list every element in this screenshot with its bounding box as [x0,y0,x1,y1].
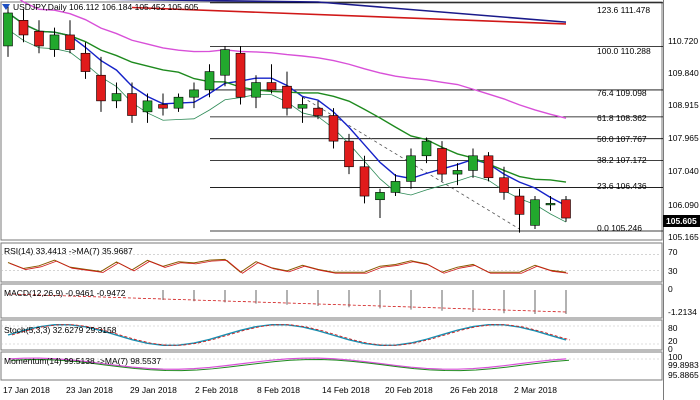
candle-body [34,30,44,47]
candle-body [158,104,168,109]
candle-body [328,115,339,142]
fib-level-label: 38.2 107.172 [597,155,647,165]
pane-frame [0,1,663,241]
candle-body [266,82,277,91]
price-tick: 105.165 [668,232,699,242]
candle-body [313,107,323,116]
date-tick: 17 Jan 2018 [3,385,50,395]
stoch-title: Stoch(5,3,3) 32.6279 29.3158 [4,325,117,335]
rsi-ma-line [9,259,569,274]
candle-body [96,74,106,102]
candle-body [142,100,153,113]
candle-body [282,85,292,109]
fib-level-label: 61.8 108.362 [597,113,647,123]
candle-body [127,93,137,116]
candle-body [437,148,447,175]
momentum-ma-line [10,359,570,372]
price-tick: 108.915 [668,100,699,110]
ma-long-navy-line [104,0,567,23]
macd-axis-tick: -1.2134 [668,307,697,317]
pane-frame [0,351,663,381]
fib-level-label: 123.6 111.478 [597,5,651,15]
price-tick: 106.090 [668,200,699,210]
momentum-axis-tick: 100 [668,352,683,362]
current-price-badge: 105.605 [663,215,700,227]
date-tick: 14 Feb 2018 [322,385,370,395]
candle-body [344,140,354,168]
candle-body [483,155,494,179]
macd-axis-tick: 0 [668,284,673,294]
date-tick: 20 Feb 2018 [385,385,433,395]
date-tick: 8 Feb 2018 [257,385,301,395]
candle-body [251,82,261,98]
candle-body [530,199,540,226]
date-tick: 29 Jan 2018 [130,385,177,395]
ma-envelope-line [7,29,567,223]
rsi-title: RSI(14) 33.4413 ->MA(7) 35.9687 [4,246,133,256]
chart-canvas[interactable] [0,0,663,400]
candle-body [421,140,432,157]
fib-level-label: 23.6 106.436 [597,181,647,191]
candle-body [390,181,401,193]
candle-body [235,52,246,98]
candle-body [468,155,478,171]
fib-level-label: 50.0 107.767 [597,134,647,144]
candle-body [3,12,13,47]
rsi-axis-tick: 70 [668,247,678,257]
price-tick: 109.840 [668,68,699,78]
ma-long-red-line [131,6,567,25]
candle-body [49,34,60,50]
candle-body [80,52,91,72]
date-tick: 2 Feb 2018 [195,385,239,395]
pane-frame [0,242,663,283]
momentum-axis-tick: 95.8865 [668,370,699,380]
candle-body [375,192,385,201]
chart-header: USDJPY,Daily 106.112 106.184 105.452 105… [2,2,198,12]
candle-body [561,199,571,219]
candle-body [359,166,370,197]
stoch-axis-tick: 80 [668,323,678,333]
momentum-axis-tick: 99.8983 [668,360,699,370]
date-tick: 2 Mar 2018 [514,385,557,395]
candle-body [297,104,308,109]
stoch-signal-line [11,324,571,346]
ma-slow-line [19,0,567,119]
candle-body [204,71,215,91]
stoch-axis-tick: 20 [668,336,678,346]
macd-title: MACD(12,26,9) -0.9461 -0.9472 [4,288,126,298]
stoch-axis-tick: 0 [668,344,673,354]
macd-signal-line [7,293,567,313]
candle-body [220,49,230,76]
date-tick: 23 Jan 2018 [66,385,113,395]
candle-body [499,177,509,193]
candle-body [173,96,184,109]
price-tick: 110.720 [668,36,699,46]
candle-body [111,93,122,102]
momentum-line [7,357,567,370]
candle-body [545,203,556,206]
fib-level-label: 76.4 109.098 [597,88,647,98]
candle-body [189,89,199,98]
fib-level-label: 100.0 110.288 [597,46,651,56]
pane-frame [0,319,663,351]
symbol-dropdown-icon[interactable] [2,4,10,10]
candle-body [452,170,463,175]
candle-body [406,155,416,182]
price-tick: 107.965 [668,133,699,143]
candle-body [65,34,75,50]
price-axis[interactable] [663,0,700,400]
date-tick: 26 Feb 2018 [450,385,498,395]
candle-body [514,195,525,215]
pane-frame [0,283,663,319]
symbol-ohlc-readout: USDJPY,Daily 106.112 106.184 105.452 105… [13,2,199,12]
candle-body [18,20,29,36]
rsi-axis-tick: 30 [668,266,678,276]
rsi-line [7,258,567,273]
fib-level-label: 0.0 105.246 [597,223,642,233]
momentum-title: Momentum(14) 99.5138 ->MA(7) 98.5537 [4,356,162,366]
price-tick: 107.040 [668,166,699,176]
